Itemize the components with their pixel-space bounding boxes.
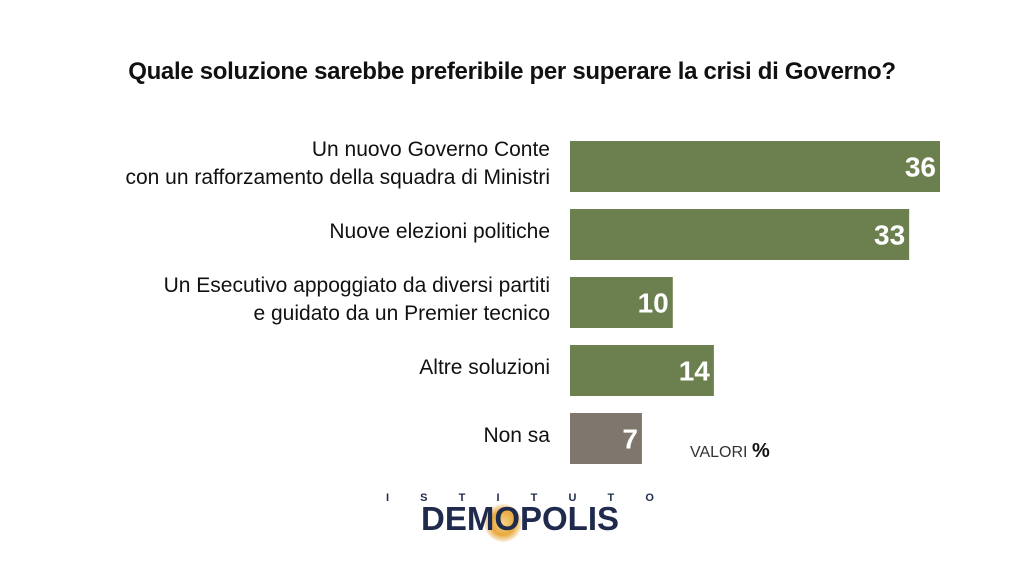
bar bbox=[570, 413, 642, 464]
category-label: Un Esecutivo appoggiato da diversi parti… bbox=[163, 273, 550, 325]
logo-name: DEMOPOLIS bbox=[420, 500, 620, 537]
logo-letter: I bbox=[386, 492, 390, 504]
logo-letter: T bbox=[607, 492, 615, 504]
unit-label: VALORI bbox=[690, 444, 748, 461]
unit-note: VALORI % bbox=[690, 440, 770, 463]
logo-letter: T bbox=[530, 492, 538, 504]
logo-letter: S bbox=[420, 492, 428, 504]
logo-letter: I bbox=[496, 492, 500, 504]
chart-title: Quale soluzione sarebbe preferibile per … bbox=[128, 58, 896, 85]
bar-value-label: 36 bbox=[905, 152, 936, 183]
bar bbox=[570, 141, 940, 192]
bar bbox=[570, 209, 910, 260]
category-label: Un nuovo Governo Conte con un rafforzame… bbox=[125, 137, 550, 189]
bar bbox=[570, 277, 673, 328]
logo-glow bbox=[484, 504, 522, 542]
unit-symbol: % bbox=[751, 440, 770, 462]
logo-letter: U bbox=[568, 492, 577, 504]
bar-value-label: 33 bbox=[874, 220, 905, 251]
demopolis-logo: I S T I T U T O DEMOPOLIS bbox=[386, 492, 654, 542]
bar-value-label: 10 bbox=[638, 288, 669, 319]
logo-letter: O bbox=[645, 492, 654, 504]
category-label: Nuove elezioni politiche bbox=[329, 219, 550, 243]
category-label: Non sa bbox=[483, 423, 550, 447]
bar bbox=[570, 345, 714, 396]
logo-istituto: I S T I T U T O bbox=[386, 492, 654, 504]
logo-letter: T bbox=[458, 492, 466, 504]
category-label: Altre soluzioni bbox=[419, 355, 550, 379]
bar-value-label: 14 bbox=[679, 356, 711, 387]
bar-value-label: 7 bbox=[622, 424, 638, 455]
